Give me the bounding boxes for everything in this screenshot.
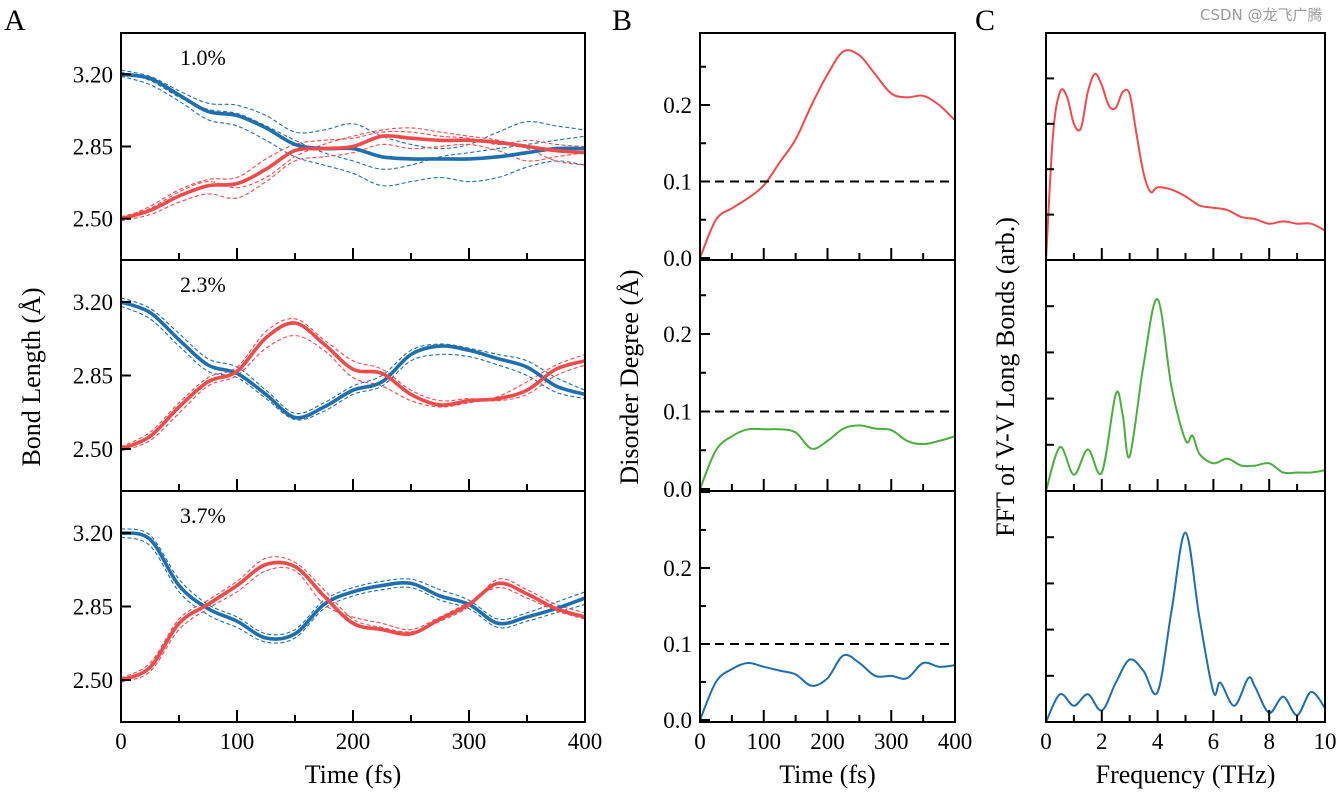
x-tick-label: 4 [1152,729,1164,754]
dashed-blue-series-line [121,69,585,150]
x-tick-label: 10 [1314,729,1337,754]
x-tick-label: 100 [220,729,255,754]
x-tick-label: 8 [1263,729,1275,754]
subplot: 2.50 2.85 3.20 1.0% [73,32,586,261]
red-series-line [700,49,955,259]
y-axis-label: FFT of V-V Long Bonds (arb.) [991,217,1020,537]
panel-label-a: A [4,4,26,37]
y-tick-label: 0.2 [663,556,692,581]
dashed-blue-series-line [121,297,585,415]
strain-annotation: 3.7% [180,503,226,528]
watermark: CSDN @龙飞广腾 [1200,6,1323,24]
blue-series-line [121,531,585,641]
y-tick-label: 0.0 [663,708,692,733]
dashed-blue-series-line [121,305,585,421]
subplot-frame [1045,32,1326,261]
x-tick-label: 400 [568,729,603,754]
blue-series-line [700,653,955,721]
dashed-red-series-line [121,335,585,452]
subplot-frame [699,259,956,492]
dashed-red-series-line [121,127,585,218]
subplot: 0.0 0.1 0.2 [663,259,956,502]
y-tick-label: 2.50 [73,437,113,462]
subplot [1045,259,1326,492]
x-tick-label: 100 [747,729,782,754]
dashed-red-series-line [121,566,585,683]
blue-series-line [1046,531,1325,722]
subplot: 0.0 0.1 0.2 0 100 200 300 400 [663,490,973,754]
green-series-line [700,424,955,490]
subplot: 2.50 2.85 3.20 2.3% [73,259,586,492]
panel-label-c: C [975,4,995,37]
x-axis-label: Frequency (THz) [1096,760,1276,789]
dashed-red-series-line [121,143,585,222]
red-series-line [121,134,585,221]
x-tick-label: 0 [115,729,127,754]
panel-c: C 0 2 4 6 8 10 Frequency (THz) FFT of V-V Long B… [975,4,1337,789]
dashed-blue-series-line [121,528,585,636]
y-tick-label: 2.85 [73,595,113,620]
x-tick-label: 6 [1208,729,1220,754]
y-tick-label: 0.1 [663,400,692,425]
subplot: 2.50 2.85 3.20 3.7% 0 100 200 300 400 [73,490,603,754]
y-tick-label: 0.2 [663,322,692,347]
x-tick-label: 300 [874,729,909,754]
x-tick-label: 0 [1040,729,1052,754]
subplot: 0.0 0.1 0.2 [663,32,956,271]
subplot-frame [699,490,956,723]
y-tick-label: 2.50 [73,207,113,232]
blue-series-line [121,300,585,420]
y-tick-label: 3.20 [73,290,113,315]
blue-series-line [121,72,585,161]
y-tick-label: 0.1 [663,170,692,195]
green-series-line [1046,298,1325,491]
red-series-line [121,321,585,451]
panel-a: A 2.50 2.85 3.20 1.0% 2.50 2.85 3.20 2.3% 2.50 2.8… [4,4,602,789]
panel-label-b: B [612,4,632,37]
x-tick-label: 200 [810,729,845,754]
y-tick-label: 0.1 [663,632,692,657]
y-axis-label: Bond Length (Å) [17,287,46,466]
y-tick-label: 0.0 [663,477,692,502]
subplot-frame [1045,259,1326,492]
y-tick-label: 3.20 [73,521,113,546]
subplot [1045,32,1326,261]
y-axis-label: Disorder Degree (Å) [615,269,644,484]
y-tick-label: 0.2 [663,93,692,118]
x-tick-label: 400 [938,729,973,754]
strain-annotation: 2.3% [180,272,226,297]
y-tick-label: 3.20 [73,62,113,87]
y-tick-label: 2.85 [73,135,113,160]
y-tick-label: 0.0 [663,246,692,271]
x-axis-label: Time (fs) [305,760,402,789]
x-tick-label: 300 [452,729,487,754]
x-tick-label: 0 [694,729,706,754]
subplot: 0 2 4 6 8 10 [1040,490,1337,754]
red-series-line [1046,72,1325,260]
dashed-blue-series-line [121,75,585,187]
red-series-line [121,560,585,682]
x-tick-label: 200 [336,729,371,754]
dashed-red-series-line [121,318,585,448]
y-tick-label: 2.85 [73,364,113,389]
x-tick-label: 2 [1096,729,1108,754]
subplot-frame [1045,490,1326,723]
strain-annotation: 1.0% [180,45,226,70]
subplot-frame [699,32,956,261]
y-tick-label: 2.50 [73,668,113,693]
panel-b: B 0.0 0.1 0.2 0.0 0.1 0.2 0.0 0.1 0.2 0 100 200 300 40… [612,4,972,789]
x-axis-label: Time (fs) [779,760,876,789]
